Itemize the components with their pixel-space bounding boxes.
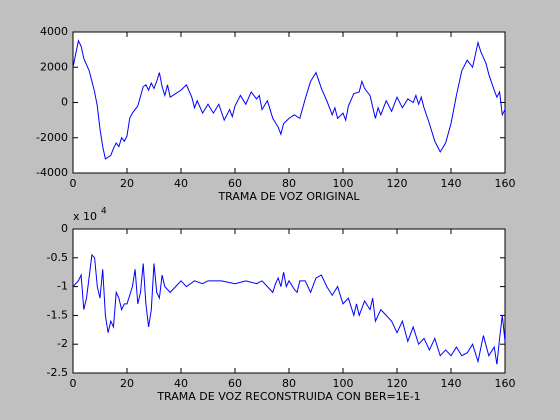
- x-tick-label: 120: [387, 377, 408, 390]
- x-tick-label: 0: [70, 377, 77, 390]
- x-tick-label: 160: [495, 377, 516, 390]
- y-tick-label: -1: [57, 280, 68, 293]
- y-tick-label: -2.5: [47, 366, 68, 379]
- y-tick-label: -0.5: [47, 251, 68, 264]
- x-tick-label: 80: [282, 177, 296, 190]
- x-tick-label: 0: [70, 177, 77, 190]
- x-tick-label: 20: [120, 377, 134, 390]
- y-tick-label: -1.5: [47, 308, 68, 321]
- x-tick-label: 40: [174, 377, 188, 390]
- x-tick-label: 60: [228, 177, 242, 190]
- y-tick-label: 0: [61, 222, 68, 235]
- x-tick-label: 80: [282, 377, 296, 390]
- x-tick-label: 120: [387, 177, 408, 190]
- x-tick-label: 40: [174, 177, 188, 190]
- y-tick-label: 4000: [40, 25, 68, 38]
- y-tick-label: -2: [57, 337, 68, 350]
- x-tick-label: 100: [333, 377, 354, 390]
- data-line: [72, 253, 506, 365]
- data-line: [72, 39, 506, 160]
- x-tick-label: 140: [441, 377, 462, 390]
- y-scale-label: x 10: [73, 210, 97, 223]
- y-tick-label: 0: [61, 96, 68, 109]
- x-tick-label: 140: [441, 177, 462, 190]
- axes-frame: [72, 228, 506, 374]
- y-tick-label: 2000: [40, 60, 68, 73]
- y-tick-label: -2000: [36, 131, 68, 144]
- y-tick-label: -4000: [36, 166, 68, 179]
- x-tick-label: 100: [333, 177, 354, 190]
- x-axis-label: TRAMA DE VOZ ORIGINAL: [217, 190, 360, 203]
- x-tick-label: 160: [495, 177, 516, 190]
- x-tick-label: 20: [120, 177, 134, 190]
- axes-frame: [72, 31, 506, 174]
- x-tick-label: 60: [228, 377, 242, 390]
- y-scale-power: 4: [101, 207, 107, 217]
- x-axis-label: TRAMA DE VOZ RECONSTRUIDA CON BER=1E-1: [156, 390, 420, 403]
